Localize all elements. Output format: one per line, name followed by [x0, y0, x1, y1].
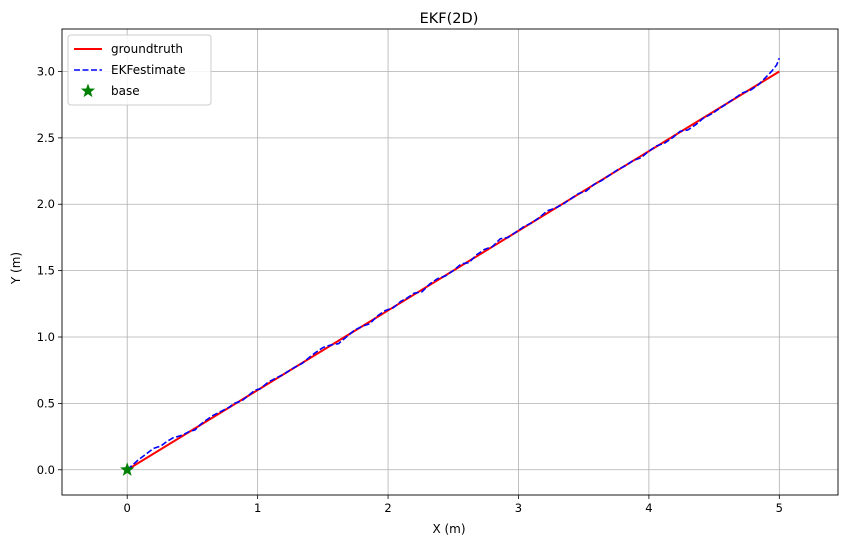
series-EKFestimate-line: [126, 57, 781, 471]
x-tick-label-5: 5: [776, 501, 783, 515]
x-tick-label-1: 1: [254, 501, 261, 515]
plot-frame: [61, 28, 839, 496]
y-tick-label-4: 2.0: [37, 197, 55, 211]
plot-area: 0 1 2 3 4 5 0.0 0.5 1.0 1.5 2.0 2.5 3.0 groundtruth EK…: [37, 28, 839, 515]
legend-label-EKFestimate: EKFestimate: [111, 63, 186, 77]
y-tick-label-1: 0.5: [37, 396, 55, 410]
y-tick-label-3: 1.5: [37, 264, 55, 278]
x-tick-label-3: 3: [515, 501, 522, 515]
chart-title: EKF(2D): [420, 11, 479, 27]
y-tick-label-2: 1.0: [37, 330, 55, 344]
legend-label-groundtruth: groundtruth: [111, 42, 183, 56]
x-tick-label-2: 2: [384, 501, 391, 515]
x-tick-label-0: 0: [124, 501, 131, 515]
y-axis-label: Y (m): [9, 252, 23, 285]
y-tick-label-6: 3.0: [37, 64, 55, 78]
legend-marker-base: [80, 83, 96, 98]
x-tick-label-4: 4: [645, 501, 652, 515]
y-tick-label-5: 2.5: [37, 131, 55, 145]
legend-label-base: base: [111, 84, 140, 98]
x-axis-label: X (m): [432, 522, 465, 536]
y-tick-label-0: 0.0: [37, 463, 55, 477]
series-base-marker-0: [120, 462, 135, 476]
legend-box: [67, 34, 212, 106]
